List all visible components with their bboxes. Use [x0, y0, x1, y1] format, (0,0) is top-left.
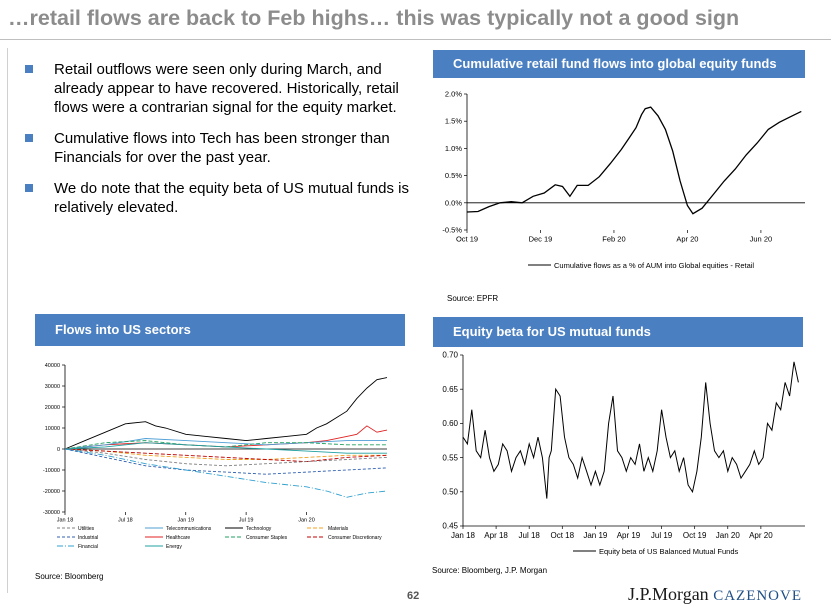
legend-label: Materials — [328, 526, 349, 532]
series-line-financial — [64, 448, 388, 498]
x-tick-label: Jan 20 — [716, 531, 741, 540]
x-tick-label: Jul 19 — [239, 518, 254, 524]
y-tick-label: 20000 — [45, 405, 60, 411]
y-tick-label: 40000 — [45, 363, 60, 369]
x-tick-label: Jul 18 — [118, 518, 133, 524]
retail-chart-header: Cumulative retail fund flows into global… — [433, 50, 805, 78]
x-tick-label: Jan 18 — [57, 518, 74, 524]
sectors-chart-header: Flows into US sectors — [35, 314, 405, 346]
bullet-square-icon — [25, 134, 33, 142]
bullet-list: Retail outflows were seen only during Ma… — [22, 60, 417, 229]
beta-chart-header: Equity beta for US mutual funds — [433, 317, 803, 347]
retail-flows-chart: 2.0% 1.5% 1.0% 0.5% 0.0% -0.5%Oct 19 Dec 19 Feb… — [442, 90, 805, 270]
legend-label: Telecommunications — [166, 526, 212, 532]
x-tick-label: Apr 20 — [749, 531, 773, 540]
series-line-technology — [64, 377, 388, 450]
y-tick-label: 2.0% — [445, 90, 462, 99]
title-divider — [0, 39, 831, 40]
y-tick-label: 0.50 — [442, 487, 458, 496]
slide-title: …retail flows are back to Feb highs… thi… — [8, 6, 740, 30]
series-line-healthcare — [64, 425, 388, 450]
legend-label: Healthcare — [166, 535, 190, 541]
y-tick-label: 0.60 — [442, 419, 458, 428]
y-tick-label: 1.0% — [445, 144, 462, 153]
y-tick-label: 1.5% — [445, 117, 462, 126]
series-line-energy — [64, 442, 387, 454]
bullet-item: Cumulative flows into Tech has been stro… — [22, 129, 417, 167]
bullet-item: Retail outflows were seen only during Ma… — [22, 60, 417, 117]
bullet-text: We do note that the equity beta of US mu… — [54, 180, 409, 216]
retail-source-note: Source: EPFR — [447, 294, 499, 303]
bullet-square-icon — [25, 184, 33, 192]
y-tick-label: -20000 — [43, 489, 60, 495]
sector-flows-chart: 40000 30000 20000 10000 0 -10000 -20000 -30000 J… — [43, 363, 388, 550]
page-number: 62 — [407, 590, 420, 602]
x-tick-label: Jan 19 — [177, 518, 194, 524]
legend-label: Consumer Staples — [246, 535, 288, 541]
series-line-cumulative-flows-as-a-of-aum-into-global-equities-retail — [466, 106, 802, 215]
legend-label: Technology — [246, 526, 272, 532]
y-tick-label: -10000 — [43, 468, 60, 474]
legend-label: Industrial — [78, 535, 98, 541]
x-tick-label: Apr 20 — [676, 235, 698, 244]
y-tick-label: 0.45 — [442, 522, 458, 531]
beta-source-note: Source: Bloomberg, J.P. Morgan — [432, 566, 548, 575]
y-tick-label: 0.0% — [445, 198, 462, 207]
sectors-source-note: Source: Bloomberg — [35, 572, 104, 581]
x-tick-label: Jul 18 — [519, 531, 541, 540]
y-tick-label: -30000 — [43, 510, 60, 516]
bullet-square-icon — [25, 65, 33, 73]
x-tick-label: Jul 19 — [651, 531, 673, 540]
x-tick-label: Jan 18 — [451, 531, 476, 540]
series-line-materials — [64, 448, 387, 460]
left-margin-line — [7, 48, 8, 593]
series-line-utilities — [64, 448, 388, 467]
x-tick-label: Oct 18 — [551, 531, 575, 540]
y-tick-label: 0.70 — [442, 351, 458, 360]
y-tick-label: 0.5% — [445, 171, 462, 180]
series-line-industrial — [64, 448, 388, 475]
logo-brand: CAZENOVE — [713, 588, 803, 604]
bullet-item: We do note that the equity beta of US mu… — [22, 179, 417, 217]
y-tick-label: 0.65 — [442, 385, 458, 394]
y-tick-label: -0.5% — [442, 226, 462, 235]
x-tick-label: Dec 19 — [529, 235, 553, 244]
x-tick-label: Jan 20 — [298, 518, 315, 524]
legend-label: Cumulative flows as a % of AUM into Glob… — [554, 261, 754, 270]
legend-label: Utilities — [78, 526, 95, 532]
x-tick-label: Apr 18 — [484, 531, 508, 540]
bullet-text: Cumulative flows into Tech has been stro… — [54, 130, 390, 166]
x-tick-label: Jan 19 — [583, 531, 608, 540]
y-tick-label: 0 — [57, 447, 60, 453]
legend-label: Energy — [166, 544, 182, 550]
x-tick-label: Oct 19 — [456, 235, 478, 244]
y-tick-label: 0.55 — [442, 453, 458, 462]
bullet-text: Retail outflows were seen only during Ma… — [54, 61, 399, 116]
series-line-consumer-discretionary — [64, 448, 388, 463]
legend-label: Financial — [78, 544, 98, 550]
series-line-telecommunications — [64, 438, 387, 450]
y-tick-label: 10000 — [45, 426, 60, 432]
legend-label: Equity beta of US Balanced Mutual Funds — [599, 547, 738, 556]
x-tick-label: Feb 20 — [602, 235, 625, 244]
x-tick-label: Oct 19 — [683, 531, 707, 540]
jpmorgan-cazenove-logo: J.P.Morgan CAZENOVE — [628, 584, 802, 605]
series-line-equity-beta-of-us-balanced-mutual-funds — [462, 361, 799, 499]
y-tick-label: 30000 — [45, 384, 60, 390]
x-tick-label: Apr 19 — [617, 531, 641, 540]
x-tick-label: Jun 20 — [750, 235, 773, 244]
series-line-consumer-staples — [64, 440, 387, 450]
logo-text: J.P.Morgan — [628, 584, 709, 604]
legend-label: Consumer Discretionary — [328, 535, 382, 541]
